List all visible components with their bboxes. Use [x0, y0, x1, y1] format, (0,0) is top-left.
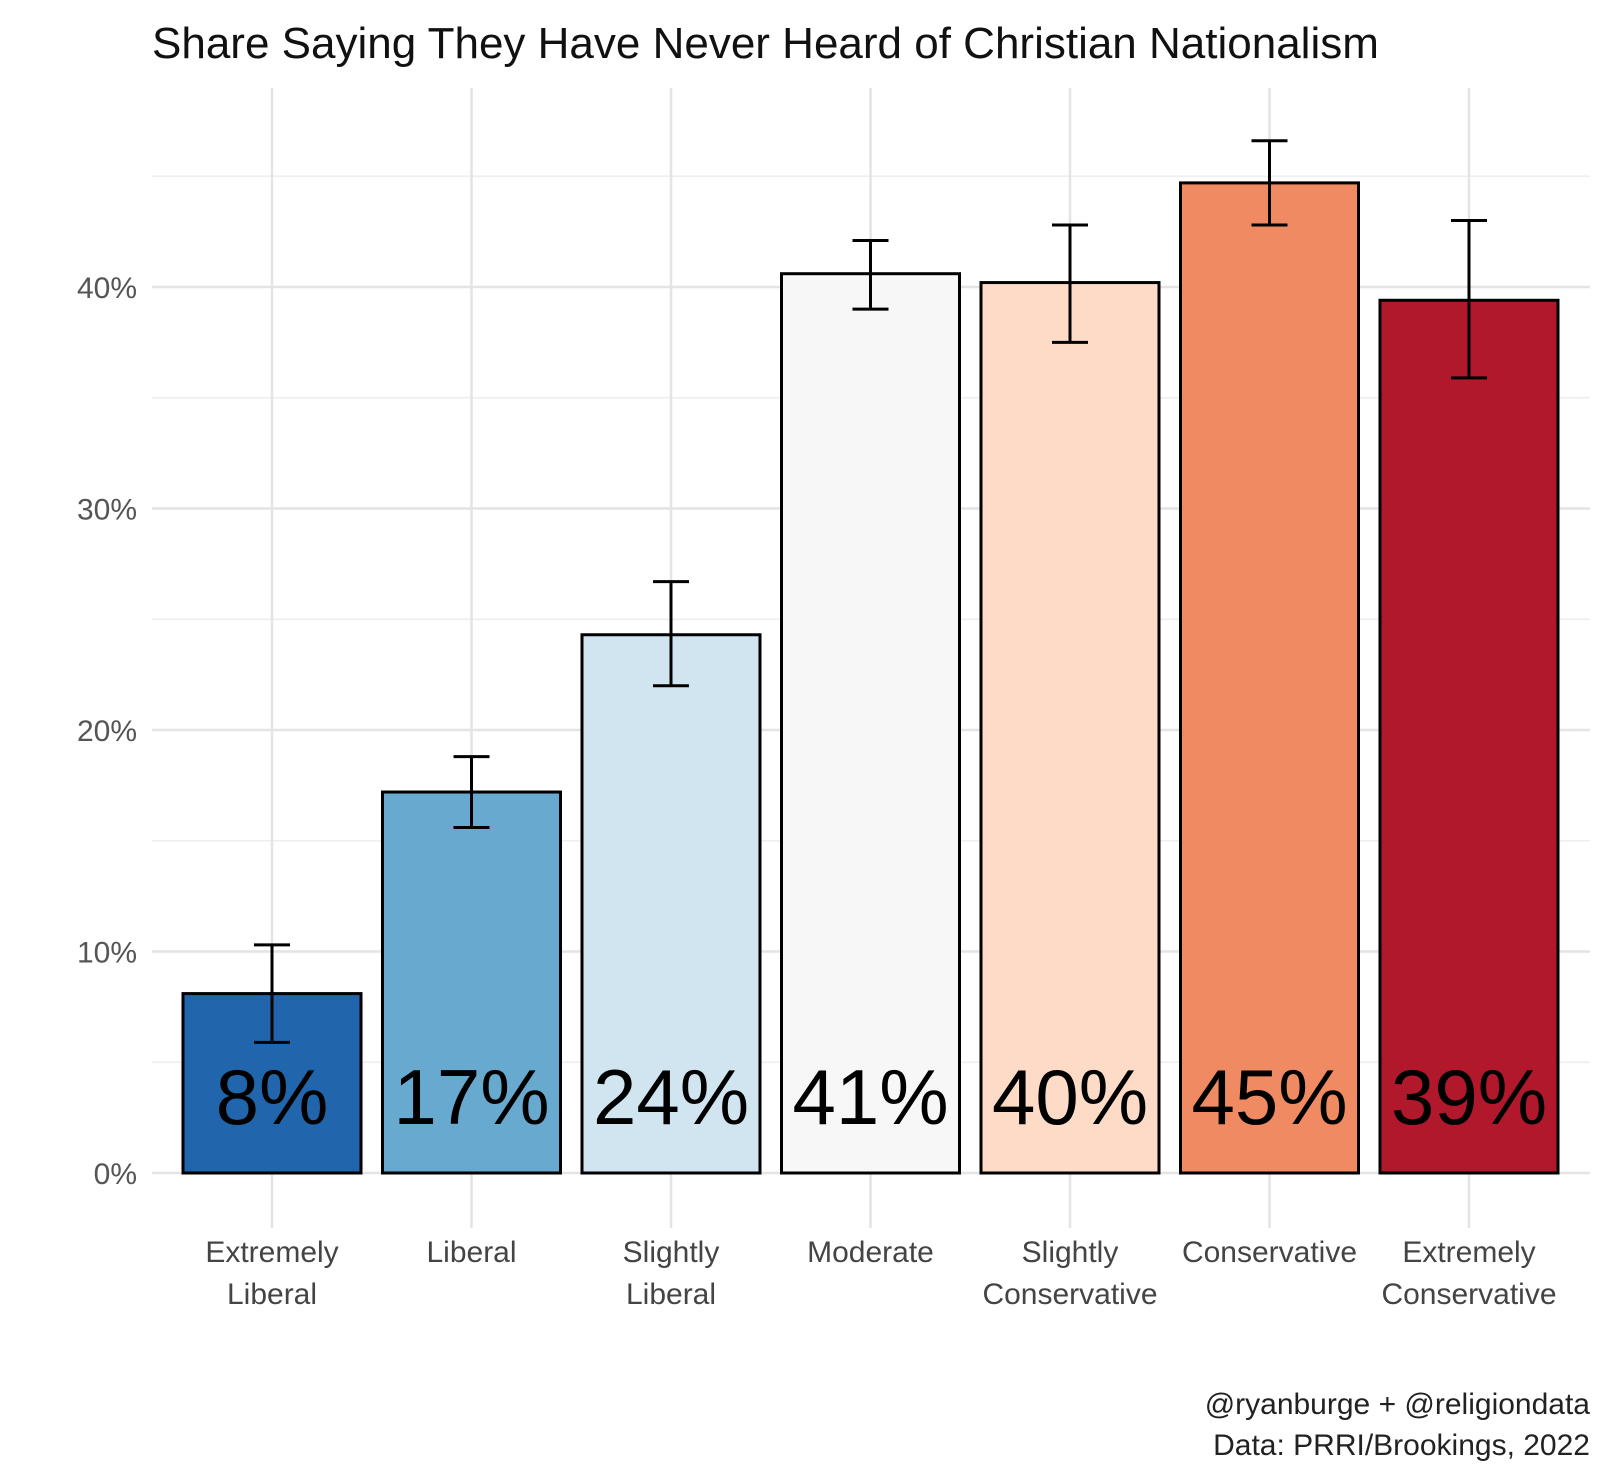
bar-value-label: 45% — [1191, 1053, 1347, 1141]
y-axis: 0% 10% 20% 30% 40% — [77, 272, 137, 1191]
x-tick-label: Moderate — [807, 1236, 934, 1269]
bar — [1378, 298, 1560, 1175]
y-tick-label: 30% — [77, 494, 137, 527]
error-bars — [254, 139, 1487, 1044]
x-tick-label: Slightly — [1022, 1236, 1119, 1269]
bar-value-label: 39% — [1391, 1053, 1547, 1141]
error-bar — [852, 238, 889, 311]
bar-value-label: 41% — [792, 1053, 948, 1141]
y-tick-label: 40% — [77, 272, 137, 305]
y-tick-label: 10% — [77, 937, 137, 970]
bar-value-label: 8% — [216, 1053, 329, 1141]
x-axis: Extremely Liberal Liberal Slightly Liberal Mo… — [205, 1236, 1556, 1311]
error-bar — [254, 943, 290, 1044]
caption-source: Data: PRRI/Brookings, 2022 — [1213, 1429, 1590, 1462]
y-tick-label: 0% — [94, 1158, 137, 1191]
x-tick-label: Conservative — [982, 1278, 1157, 1311]
bar — [580, 633, 762, 1175]
chart-title: Share Saying They Have Never Heard of Ch… — [152, 19, 1379, 68]
bar-value-label: 24% — [593, 1053, 749, 1141]
data-labels: 8% 17% 24% 41% 40% 45% 39% — [216, 1053, 1547, 1141]
x-tick-label: Slightly — [623, 1236, 720, 1269]
x-tick-label: Liberal — [426, 1236, 516, 1269]
x-tick-label: Extremely — [205, 1236, 338, 1269]
bar — [780, 272, 961, 1175]
bar — [1179, 181, 1360, 1175]
x-tick-label: Liberal — [626, 1278, 716, 1311]
error-bar — [1251, 139, 1288, 227]
x-tick-label: Conservative — [1381, 1278, 1556, 1311]
bar — [979, 281, 1161, 1175]
error-bar — [1052, 223, 1088, 344]
error-bar — [653, 580, 689, 688]
x-tick-label: Extremely — [1402, 1236, 1535, 1269]
x-tick-label: Conservative — [1182, 1236, 1357, 1269]
caption-credit: @ryanburge + @religiondata — [1205, 1388, 1591, 1421]
bar-value-label: 40% — [992, 1053, 1148, 1141]
bar — [381, 790, 562, 1175]
bars — [181, 181, 1560, 1175]
y-tick-label: 20% — [77, 715, 137, 748]
bar-value-label: 17% — [393, 1053, 549, 1141]
x-tick-label: Liberal — [227, 1278, 317, 1311]
error-bar — [1451, 219, 1487, 380]
error-bar — [453, 755, 490, 829]
